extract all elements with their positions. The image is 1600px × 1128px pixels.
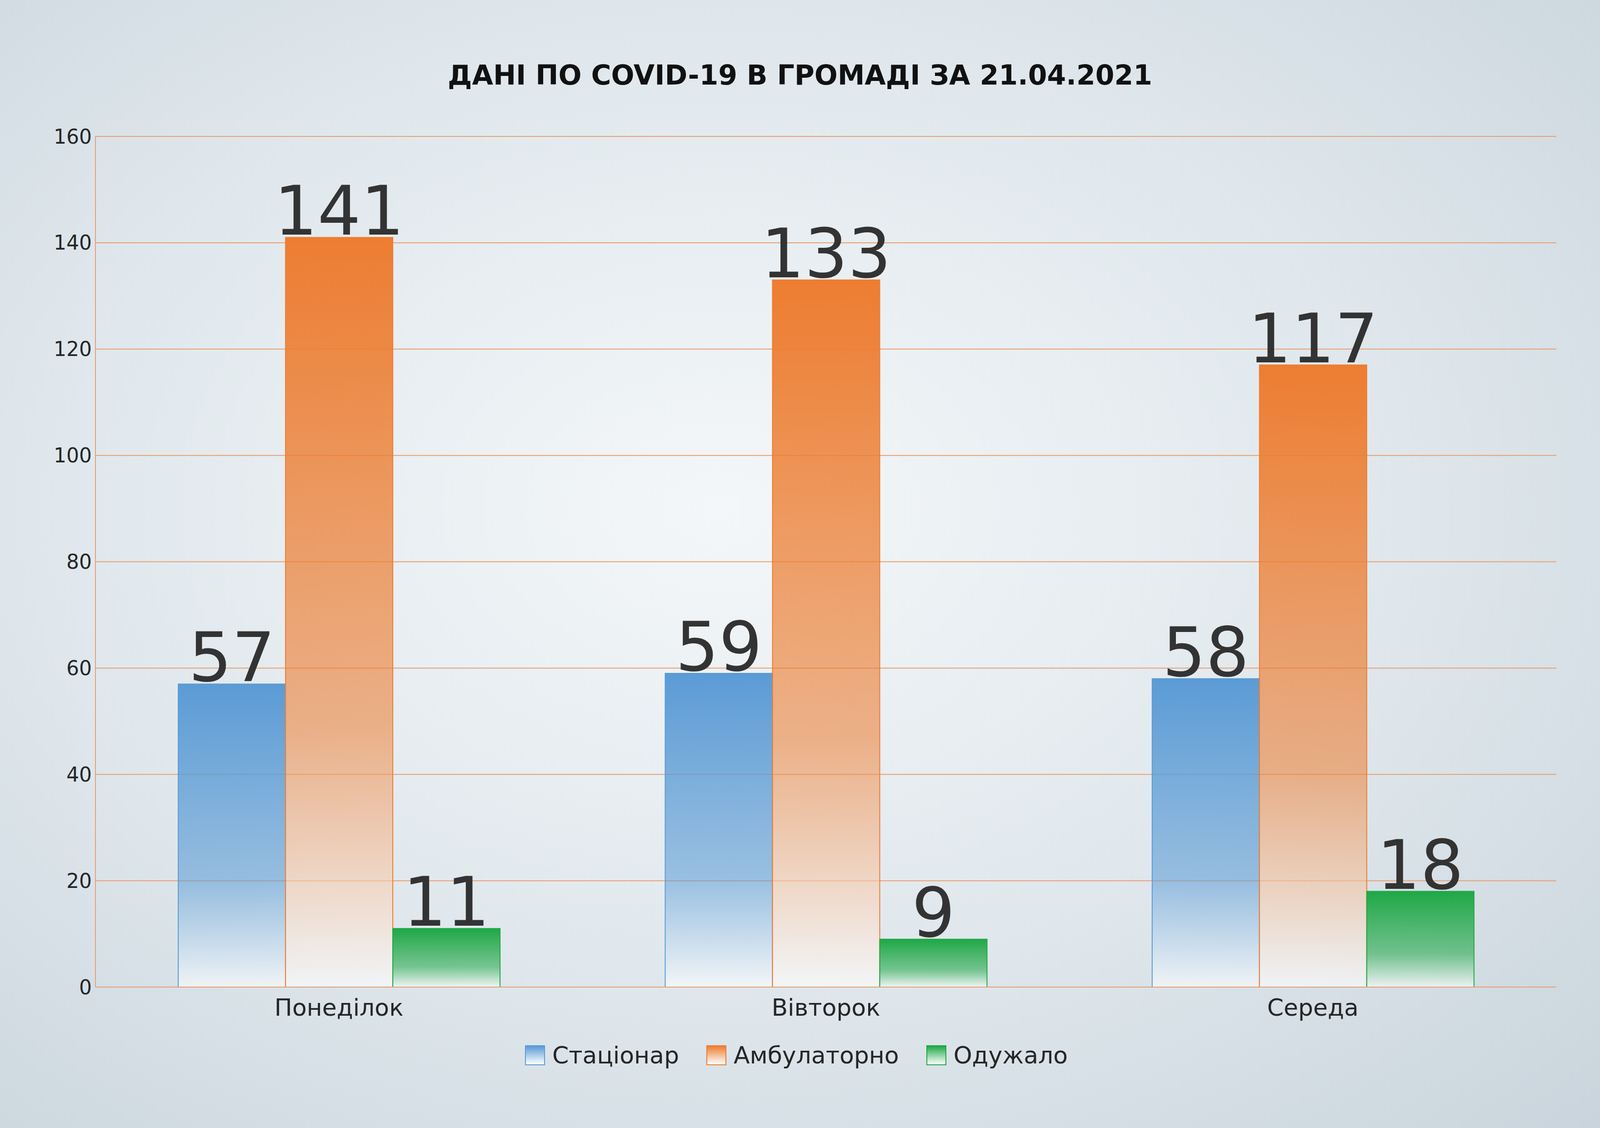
- svg-text:20: 20: [66, 869, 92, 893]
- svg-text:60: 60: [66, 656, 92, 680]
- svg-text:0: 0: [79, 975, 92, 999]
- svg-text:58: 58: [1162, 612, 1250, 692]
- html-text:Стаціонар: Стаціонар: [552, 1041, 680, 1069]
- svg-text:Понеділок: Понеділок: [274, 993, 404, 1021]
- svg-text:18: 18: [1376, 825, 1464, 905]
- svg-text:160: 160: [53, 125, 92, 149]
- svg-text:100: 100: [53, 443, 92, 467]
- html-text:Амбулаторно: Амбулаторно: [733, 1041, 899, 1069]
- svg-text:80: 80: [66, 550, 92, 574]
- svg-text:Середа: Середа: [1267, 993, 1359, 1021]
- svg-text:9: 9: [911, 873, 955, 953]
- svg-text:Вівторок: Вівторок: [771, 993, 880, 1021]
- html-text:Одужало: Одужало: [953, 1041, 1068, 1069]
- svg-text:117: 117: [1248, 299, 1379, 379]
- svg-text:120: 120: [53, 337, 92, 361]
- svg-text:141: 141: [274, 171, 405, 251]
- svg-text:57: 57: [188, 617, 276, 697]
- svg-text:59: 59: [675, 607, 763, 687]
- svg-text:40: 40: [66, 762, 92, 786]
- svg-text:11: 11: [403, 862, 490, 942]
- html-text:ДАНІ ПО COVID-19 В ГРОМАДІ ЗА: ДАНІ ПО COVID-19 В ГРОМАДІ ЗА 21.04.2021: [447, 59, 1153, 91]
- svg-text:140: 140: [53, 230, 92, 255]
- svg-text:133: 133: [760, 214, 891, 294]
